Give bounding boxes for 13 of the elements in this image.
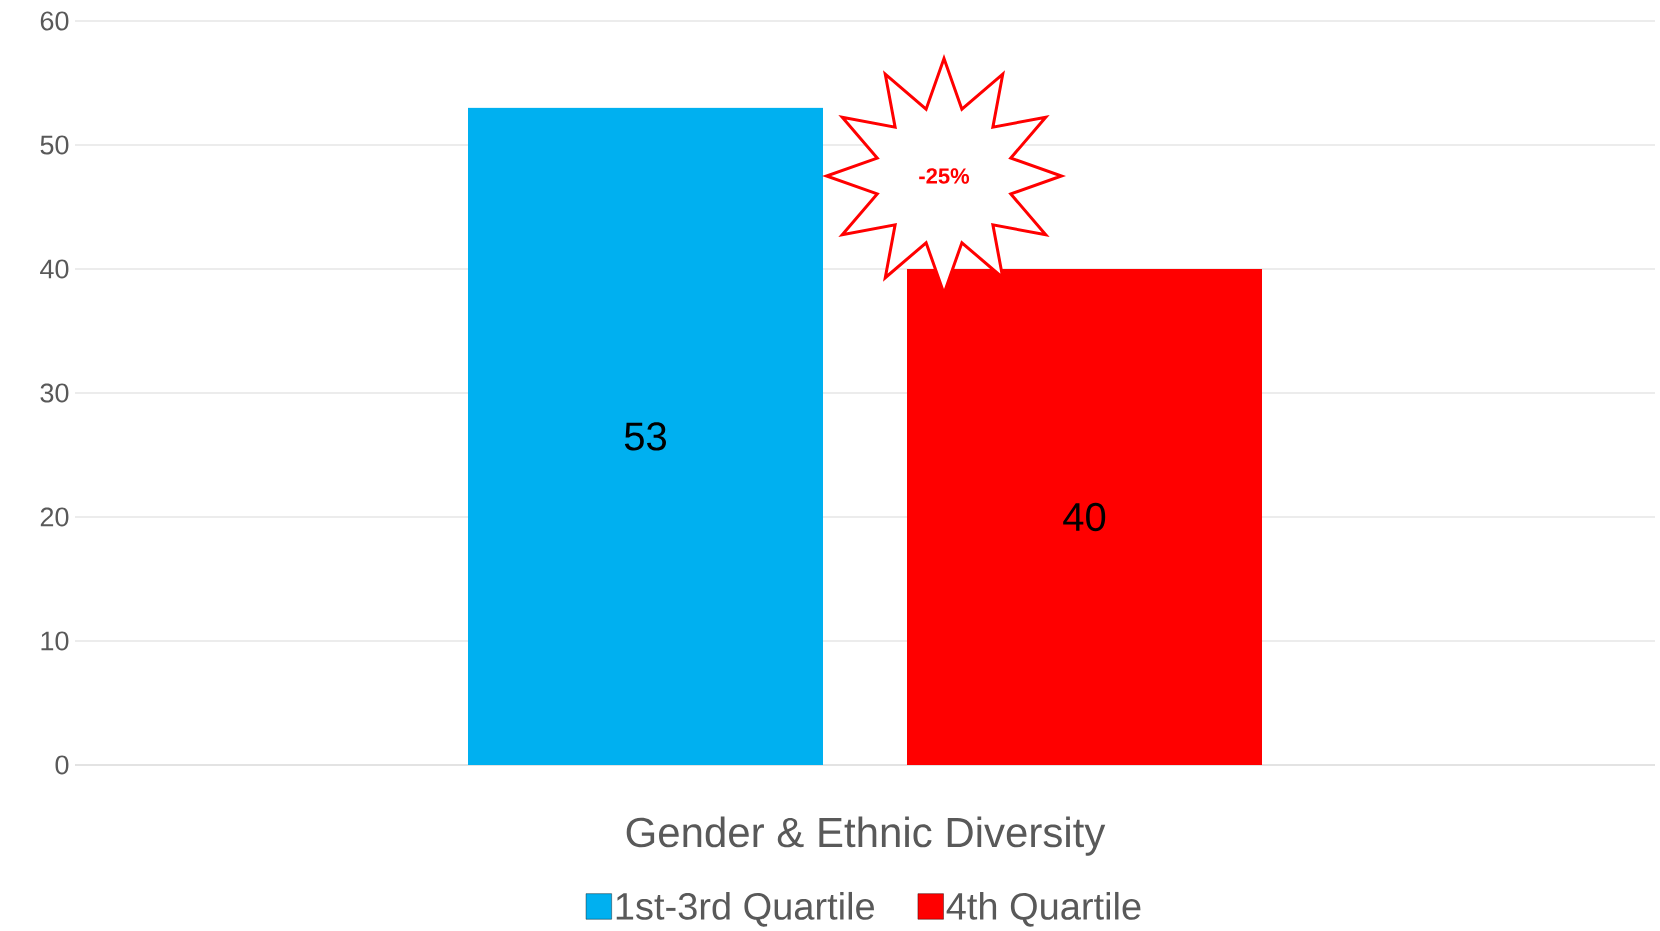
legend-label: 4th Quartile (946, 891, 1141, 927)
legend-label: 1st-3rd Quartile (616, 891, 874, 927)
y-tick-label: 30 (40, 383, 69, 403)
data-label: 53 (624, 422, 666, 451)
data-label: 40 (1063, 502, 1106, 532)
y-tick-label: 40 (40, 259, 69, 279)
y-tick-label: 60 (40, 11, 69, 31)
y-tick-label: 50 (40, 135, 69, 155)
y-tick-label: 0 (55, 755, 69, 775)
y-tick-label: 20 (40, 507, 69, 527)
y-tick-label: 10 (41, 631, 69, 651)
x-tick-label: Gender & Ethnic Diversity (626, 816, 1106, 856)
annotation: -25% (919, 168, 970, 184)
